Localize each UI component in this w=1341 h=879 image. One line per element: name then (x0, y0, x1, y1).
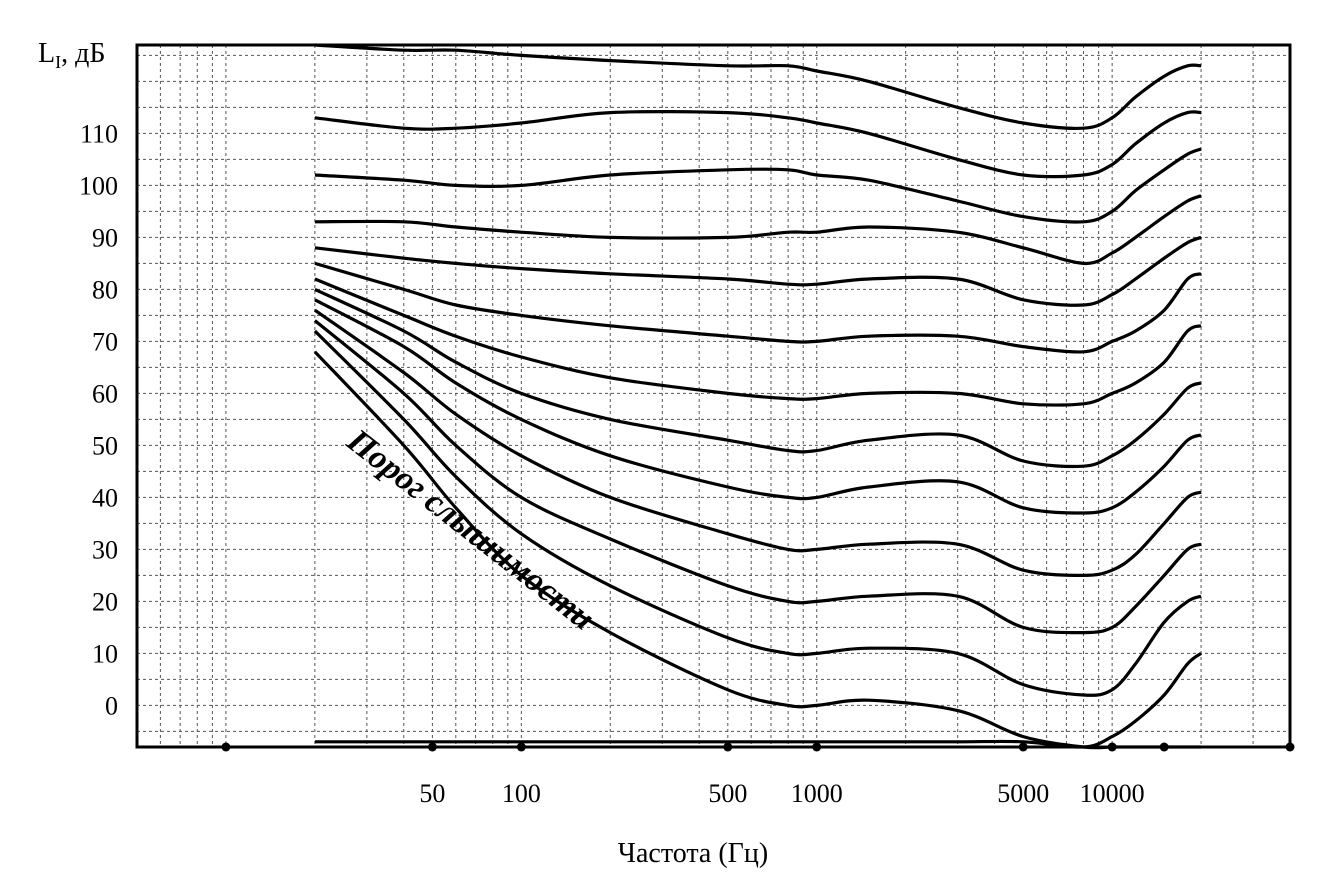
loudness-curve (314, 43, 1202, 130)
loudness-curve (314, 287, 1202, 469)
x-tick-mark (723, 742, 733, 752)
loudness-curve (314, 298, 1202, 515)
x-tick-mark (1107, 742, 1117, 752)
y-tick-label: 50 (92, 431, 118, 460)
x-axis-ticks: 50 100 500 1000 5000 10000 (221, 742, 1295, 808)
y-tick-label: 110 (80, 119, 118, 148)
x-tick-mark (221, 742, 231, 752)
x-tick-mark (812, 742, 822, 752)
loudness-curve (313, 319, 1202, 635)
loudness-curve (314, 194, 1202, 266)
x-tick-label: 50 (419, 779, 445, 808)
x-tick-mark (1018, 742, 1028, 752)
x-tick-label: 10000 (1080, 779, 1145, 808)
y-tick-label: 60 (92, 379, 118, 408)
y-tick-label: 100 (79, 171, 118, 200)
y-axis-title: LI, дБ (38, 38, 105, 72)
y-tick-label: 30 (92, 535, 118, 564)
y-tick-label: 70 (92, 327, 118, 356)
loudness-curve (313, 308, 1202, 577)
loudness-curve (313, 329, 1202, 697)
hearing-threshold-annotation: Порог слышимости (339, 422, 601, 638)
y-tick-label: 90 (92, 223, 118, 252)
x-tick-mark (1159, 742, 1169, 752)
x-tick-label: 100 (502, 779, 541, 808)
y-tick-label: 20 (92, 587, 118, 616)
loudness-curve (314, 277, 1202, 407)
y-tick-label: 40 (92, 483, 118, 512)
loudness-curve (314, 235, 1202, 307)
x-tick-mark (1285, 742, 1295, 752)
grid (137, 45, 1290, 747)
x-tick-label: 500 (708, 779, 747, 808)
loudness-curve (314, 110, 1202, 179)
y-tick-label: 0 (105, 691, 118, 720)
loudness-curve (314, 261, 1202, 354)
y-axis-ticks: 0 10 20 30 40 50 60 70 80 90 100 110 (79, 119, 118, 720)
loudness-curve (314, 652, 1203, 749)
x-axis-title: Частота (Гц) (618, 838, 768, 869)
x-tick-mark (427, 742, 437, 752)
equal-loudness-curves (313, 43, 1203, 750)
x-tick-mark (516, 742, 526, 752)
plot-frame (135, 43, 1292, 749)
loudness-curve (314, 147, 1202, 224)
x-tick-label: 5000 (997, 779, 1049, 808)
y-tick-label: 10 (92, 639, 118, 668)
x-tick-label: 1000 (791, 779, 843, 808)
y-tick-label: 80 (92, 275, 118, 304)
